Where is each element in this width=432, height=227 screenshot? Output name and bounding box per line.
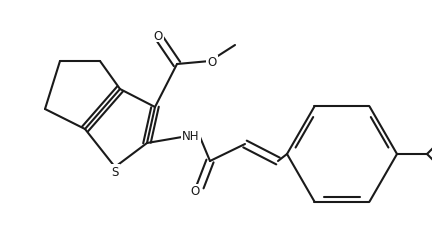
Text: O: O: [153, 29, 162, 42]
Text: O: O: [191, 185, 200, 198]
Text: S: S: [111, 165, 119, 178]
Text: O: O: [207, 56, 216, 69]
Text: NH: NH: [182, 130, 200, 143]
